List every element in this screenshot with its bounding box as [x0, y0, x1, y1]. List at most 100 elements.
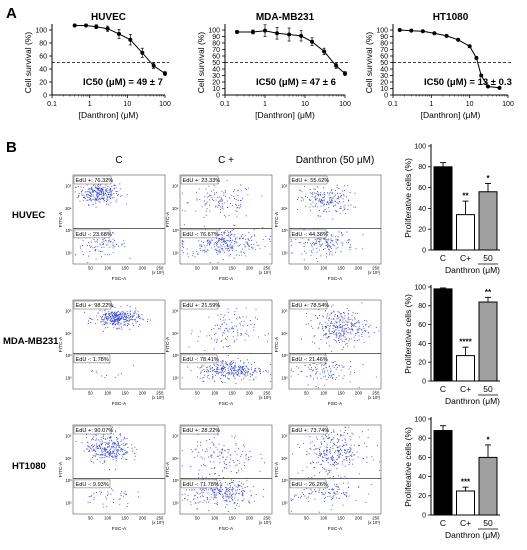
facs-event-dot	[234, 484, 236, 486]
facs-event-dot	[239, 484, 240, 486]
facs-event-dot	[109, 438, 111, 440]
facs-event-dot	[87, 442, 89, 444]
facs-event-dot	[96, 434, 97, 436]
facs-event-dot	[139, 318, 141, 319]
facs-event-dot	[341, 315, 342, 317]
facs-event-dot	[98, 200, 100, 202]
facs-event-dot	[220, 368, 222, 369]
facs-event-dot	[379, 461, 381, 463]
facs-event-dot	[333, 464, 334, 465]
facs-event-dot	[230, 454, 232, 456]
facs-event-dot	[219, 209, 221, 210]
facs-event-dot	[224, 382, 226, 384]
facs-event-dot	[242, 490, 244, 491]
facs-event-dot	[343, 312, 345, 314]
facs-event-dot	[96, 195, 98, 197]
facs-event-dot	[116, 317, 118, 319]
significance-mark: **	[462, 192, 469, 201]
facs-event-dot	[81, 190, 83, 192]
facs-event-dot	[334, 444, 335, 446]
facs-event-dot	[328, 366, 330, 368]
facs-event-dot	[123, 445, 125, 446]
facs-event-dot	[197, 441, 198, 443]
facs-event-dot	[310, 448, 312, 450]
facs-event-dot	[227, 311, 229, 313]
facs-event-dot	[319, 373, 321, 375]
facs-y-tick: 10³	[65, 228, 72, 233]
facs-plot-r3-c1: EdU +: 90.07%EdU -: 9.93%50 100 150 200 2501…	[58, 424, 166, 532]
facs-event-dot	[211, 197, 213, 198]
facs-event-dot	[351, 452, 353, 454]
facs-event-dot	[119, 324, 121, 326]
facs-event-dot	[226, 346, 228, 347]
facs-event-dot	[334, 465, 335, 467]
facs-event-dot	[93, 184, 94, 186]
facs-event-dot	[103, 448, 105, 450]
ic50-annotation: IC50 (μM) = 13 ± 0.3	[424, 77, 512, 88]
facs-event-dot	[221, 248, 222, 250]
x-tick-label: 10	[466, 101, 474, 108]
facs-event-dot	[211, 374, 213, 376]
facs-event-dot	[232, 239, 234, 241]
facs-event-dot	[98, 198, 100, 200]
facs-event-dot	[86, 433, 88, 435]
facs-event-dot	[100, 189, 102, 191]
facs-event-dot	[328, 238, 330, 240]
facs-event-dot	[358, 329, 360, 331]
facs-event-dot	[323, 204, 325, 205]
facs-event-dot	[321, 365, 322, 367]
facs-event-dot	[105, 449, 107, 451]
facs-event-dot	[227, 377, 229, 379]
facs-event-dot	[320, 238, 322, 240]
facs-event-dot	[329, 328, 331, 330]
facs-event-dot	[107, 186, 109, 187]
ic50-annotation: IC50 (μM) = 47 ± 6	[256, 77, 336, 88]
facs-event-dot	[218, 361, 220, 363]
facs-event-dot	[105, 314, 106, 316]
facs-event-dot	[335, 445, 337, 446]
facs-event-dot	[338, 311, 340, 313]
facs-event-dot	[338, 439, 340, 441]
facs-event-dot	[251, 367, 253, 369]
facs-event-dot	[90, 193, 92, 194]
facs-x-multiplier: (x 10³)	[259, 520, 272, 525]
facs-event-dot	[129, 319, 131, 321]
facs-event-dot	[303, 228, 305, 230]
facs-event-dot	[104, 447, 106, 449]
facs-event-dot	[343, 366, 345, 368]
category-label: C	[440, 384, 446, 394]
facs-x-tick: 200	[139, 266, 147, 271]
facs-event-dot	[195, 494, 196, 496]
facs-event-dot	[248, 362, 250, 364]
facs-event-dot	[253, 485, 255, 487]
facs-event-dot	[231, 498, 232, 499]
facs-event-dot	[326, 241, 328, 243]
facs-event-dot	[316, 251, 318, 253]
facs-event-dot	[222, 477, 224, 478]
facs-event-dot	[206, 371, 208, 373]
facs-event-dot	[326, 244, 328, 246]
facs-event-dot	[340, 448, 342, 450]
facs-event-dot	[358, 339, 360, 341]
facs-event-dot	[332, 458, 334, 460]
facs-event-dot	[331, 322, 333, 324]
facs-event-dot	[328, 438, 330, 439]
facs-event-dot	[96, 443, 97, 445]
facs-event-dot	[103, 330, 104, 332]
facs-event-dot	[101, 251, 103, 252]
category-label: C+	[460, 253, 471, 263]
facs-event-dot	[116, 436, 117, 438]
facs-event-dot	[335, 251, 337, 253]
facs-event-dot	[336, 334, 338, 336]
facs-event-dot	[211, 490, 213, 492]
facs-x-tick: 100	[320, 266, 328, 271]
facs-event-dot	[323, 376, 325, 378]
facs-event-dot	[216, 372, 218, 374]
facs-event-dot	[338, 450, 339, 452]
bar-3	[478, 191, 498, 251]
facs-event-dot	[116, 320, 118, 322]
facs-event-dot	[108, 437, 110, 438]
facs-event-dot	[320, 194, 321, 196]
facs-event-dot	[118, 314, 120, 315]
facs-event-dot	[326, 231, 328, 233]
